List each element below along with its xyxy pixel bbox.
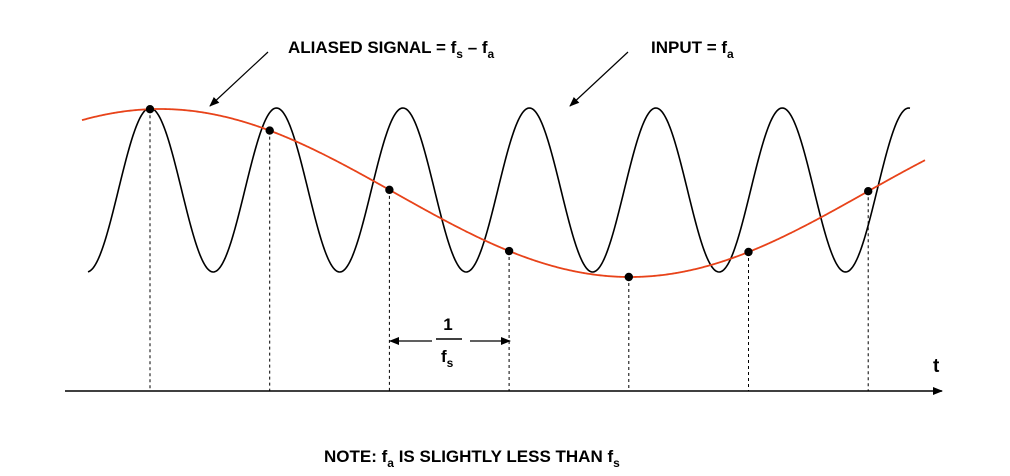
sample-point (145, 104, 155, 114)
sample-point (385, 185, 394, 195)
sampling-period-annotation: 1 fs (389, 315, 511, 370)
period-numerator: 1 (443, 315, 452, 334)
note-text: NOTE: fa IS SLIGHTLY LESS THAN fs (324, 447, 620, 470)
sample-drop-lines (149, 109, 869, 391)
sample-point (864, 187, 873, 196)
aliased-waveform (81, 108, 926, 278)
sample-point (744, 247, 753, 257)
period-denominator: fs (441, 347, 454, 370)
sample-point (504, 246, 514, 256)
aliased-signal-label: ALIASED SIGNAL = fs – fa (288, 38, 495, 61)
sample-points (145, 104, 873, 282)
aliased-signal-pointer (209, 51, 269, 107)
input-pointer (569, 51, 629, 107)
sample-point (624, 272, 633, 282)
time-axis-label: t (933, 356, 940, 377)
sample-point (265, 126, 274, 135)
input-waveform (87, 107, 911, 273)
input-label: INPUT = fa (651, 38, 734, 61)
